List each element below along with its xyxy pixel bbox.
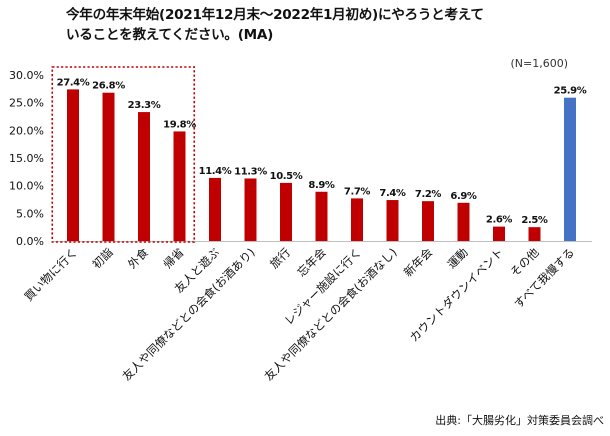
y-tick-label: 25.0%: [9, 97, 44, 110]
chart-title: 今年の年末年始(2021年12月末〜2022年1月初め)にやろうと考えて いるこ…: [66, 5, 536, 45]
bar: [102, 92, 115, 241]
y-tick-label: 15.0%: [9, 152, 44, 165]
bar: [422, 201, 434, 241]
bar: [209, 177, 221, 241]
value-label: 11.3%: [234, 166, 267, 177]
sample-size-label: (N=1,600): [510, 57, 568, 70]
value-label: 7.4%: [379, 188, 406, 199]
category-label: 旅行: [267, 245, 293, 271]
y-tick-label: 30.0%: [9, 69, 44, 82]
category-label: 初詣: [89, 245, 116, 272]
y-axis: 0.0% 5.0% 10.0% 15.0% 20.0% 25.0% 30.0%: [9, 69, 592, 248]
category-label: 新年会: [401, 245, 436, 280]
value-labels-layer: 27.4% 26.8%23.3%19.8% 11.4% 11.3% 10.5% 8.9% 7…: [57, 77, 587, 226]
category-label: 買い物に行く: [21, 245, 80, 304]
highlight-box-layer: [51, 66, 196, 243]
bar: [138, 112, 150, 241]
bar: [493, 226, 505, 241]
bars-layer: [67, 89, 576, 242]
bar: [244, 178, 257, 241]
value-label: 7.2%: [415, 189, 442, 200]
source-note: 出典:「大腸劣化」対策委員会調べ: [435, 413, 604, 427]
value-label: 11.4%: [199, 166, 232, 177]
highlight-bar: [564, 97, 576, 241]
value-label: 26.8%: [92, 81, 125, 92]
bar: [457, 202, 470, 241]
y-tick-label: 5.0%: [16, 207, 44, 220]
value-label: 7.7%: [344, 186, 371, 197]
value-label: 10.5%: [270, 171, 303, 182]
value-label: 2.5%: [521, 215, 548, 226]
highlight-box: [51, 66, 196, 243]
bar: [173, 131, 186, 241]
value-label: 27.4%: [57, 77, 90, 88]
y-tick-label: 20.0%: [9, 124, 44, 137]
value-label: 2.6%: [486, 215, 513, 226]
bar: [386, 200, 399, 241]
bar: [67, 89, 79, 242]
bar: [528, 227, 541, 241]
category-label: 帰省: [160, 245, 186, 271]
value-label: 19.8%: [163, 119, 196, 130]
y-tick-label: 10.0%: [9, 180, 44, 193]
bar: [280, 182, 292, 241]
bar: [315, 191, 328, 241]
chart-title-line-1: 今年の年末年始(2021年12月末〜2022年1月初め)にやろうと考えて: [66, 7, 484, 23]
category-label: 外食: [125, 245, 152, 272]
chart-title-line-2: いることを教えてください。(MA): [66, 27, 274, 43]
value-label: 25.9%: [554, 86, 587, 97]
category-label: 運動: [444, 245, 470, 271]
value-label: 6.9%: [450, 191, 477, 202]
y-tick-label: 0.0%: [16, 235, 44, 248]
bar: [351, 198, 363, 241]
value-label: 8.9%: [308, 180, 335, 191]
value-label: 23.3%: [128, 100, 161, 111]
